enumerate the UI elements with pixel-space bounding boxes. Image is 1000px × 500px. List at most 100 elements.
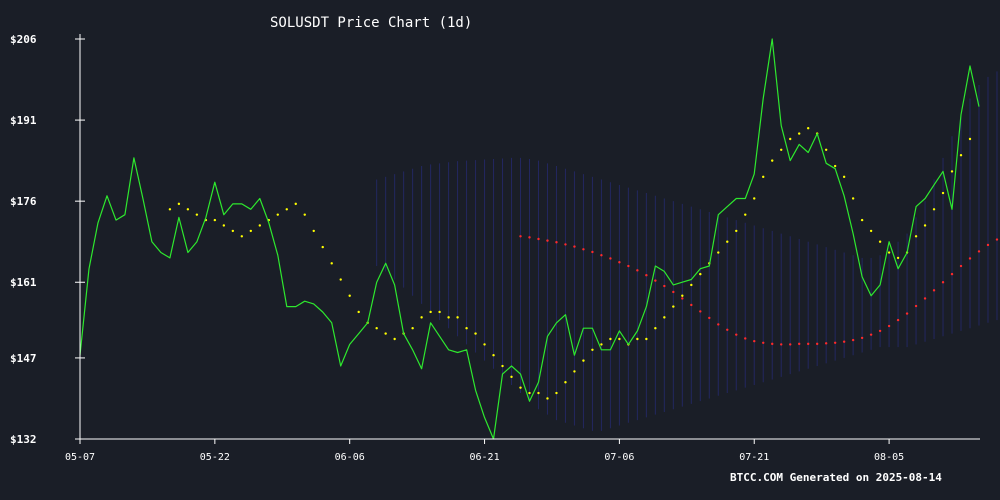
short-ma-point <box>573 370 576 373</box>
short-ma-point <box>177 202 181 206</box>
short-ma-point <box>384 332 387 335</box>
short-ma-point <box>582 359 585 362</box>
short-ma-point <box>663 316 666 319</box>
price-layer <box>79 38 980 440</box>
long-ma-point <box>699 310 702 313</box>
short-ma-point <box>923 224 927 227</box>
long-ma-point <box>824 342 828 345</box>
short-ma-point <box>465 326 468 330</box>
short-ma-point <box>321 245 324 249</box>
short-ma-point <box>591 348 594 352</box>
short-ma-point <box>645 337 648 341</box>
short-ma-point <box>735 229 738 233</box>
short-ma-point <box>447 316 450 319</box>
chart-title: SOLUSDT Price Chart (1d) <box>270 15 472 31</box>
long-ma-point <box>654 279 657 282</box>
short-ma-point <box>411 326 414 330</box>
short-ma-point <box>258 224 261 227</box>
short-ma-point <box>681 294 684 297</box>
short-ma-point <box>806 126 810 130</box>
short-ma-point <box>797 132 801 135</box>
long-ma-point <box>573 245 576 248</box>
short-ma-point <box>303 213 306 216</box>
x-tick-label: 05-22 <box>200 452 230 463</box>
short-ma-point <box>780 148 783 152</box>
y-tick-label: $147 <box>10 352 37 365</box>
short-ma-point <box>959 154 963 157</box>
short-ma-point <box>420 316 423 319</box>
short-ma-point <box>762 175 765 179</box>
short-ma-point <box>276 213 279 216</box>
long-ma-point <box>815 342 819 346</box>
long-ma-point <box>851 338 855 342</box>
short-ma-point <box>824 148 828 152</box>
short-ma-point <box>842 175 846 179</box>
long-ma-point <box>842 340 846 343</box>
short-ma-point <box>348 294 351 297</box>
long-ma-point <box>896 318 900 322</box>
short-ma-point <box>726 240 729 243</box>
short-ma-point <box>222 224 226 227</box>
long-ma-point <box>995 238 999 241</box>
long-ma-point <box>726 328 729 332</box>
long-ma-point <box>860 336 864 340</box>
long-ma-point <box>806 342 810 346</box>
short-ma-point <box>492 354 495 357</box>
short-ma-point <box>941 191 945 195</box>
short-ma-point <box>249 229 253 233</box>
long-ma-point <box>923 297 927 300</box>
long-ma-point <box>555 241 558 244</box>
short-ma-point <box>869 229 873 233</box>
short-ma-point <box>330 262 333 265</box>
long-ma-point <box>627 264 630 268</box>
long-ma-point <box>744 337 747 340</box>
x-tick-label: 07-21 <box>739 452 769 463</box>
long-ma-point <box>878 329 882 333</box>
short-ma-point <box>474 332 477 335</box>
long-ma-point <box>600 254 603 257</box>
long-ma-point <box>609 257 612 260</box>
x-tick-label: 06-06 <box>335 452 365 463</box>
long-ma-point <box>681 297 684 300</box>
short-ma-point <box>186 208 190 211</box>
short-ma-point <box>312 229 315 233</box>
long-ma-point <box>537 237 540 241</box>
long-ma-point <box>797 342 801 346</box>
short-ma-point <box>240 235 244 238</box>
short-ma-point <box>195 213 199 216</box>
short-ma-point <box>950 170 954 173</box>
short-ma-point <box>546 397 549 400</box>
short-ma-point <box>690 283 693 287</box>
long-ma-point <box>618 261 621 264</box>
long-ma-point <box>977 250 981 253</box>
long-ma-point <box>986 243 990 247</box>
long-ma-point <box>762 341 765 344</box>
x-tick-label: 07-06 <box>604 452 634 463</box>
short-ma-point <box>699 272 702 276</box>
short-ma-layer <box>168 126 972 400</box>
long-ma-point <box>950 272 954 276</box>
short-ma-point <box>294 202 297 206</box>
axis-layer: $206 $191 $176 $161 $147 $132 05-07 05-22 06-06 0… <box>10 33 980 463</box>
long-ma-point <box>968 257 972 260</box>
short-ma-point <box>537 391 540 395</box>
long-ma-point <box>645 274 648 277</box>
short-ma-point <box>968 137 972 141</box>
short-ma-point <box>375 326 378 330</box>
short-ma-point <box>339 278 342 281</box>
short-ma-point <box>483 343 486 346</box>
short-ma-point <box>860 218 864 222</box>
short-ma-point <box>914 235 918 238</box>
short-ma-point <box>851 197 855 200</box>
long-ma-point <box>546 239 549 242</box>
long-ma-point <box>708 316 711 320</box>
short-ma-point <box>789 137 792 141</box>
short-ma-point <box>654 326 657 330</box>
long-ma-point <box>932 289 936 292</box>
short-ma-point <box>771 159 774 162</box>
short-ma-point <box>600 343 603 346</box>
footer-credit: BTCC.COM Generated on 2025-08-14 <box>730 471 942 484</box>
y-tick-label: $176 <box>10 195 37 208</box>
short-ma-point <box>456 316 459 319</box>
